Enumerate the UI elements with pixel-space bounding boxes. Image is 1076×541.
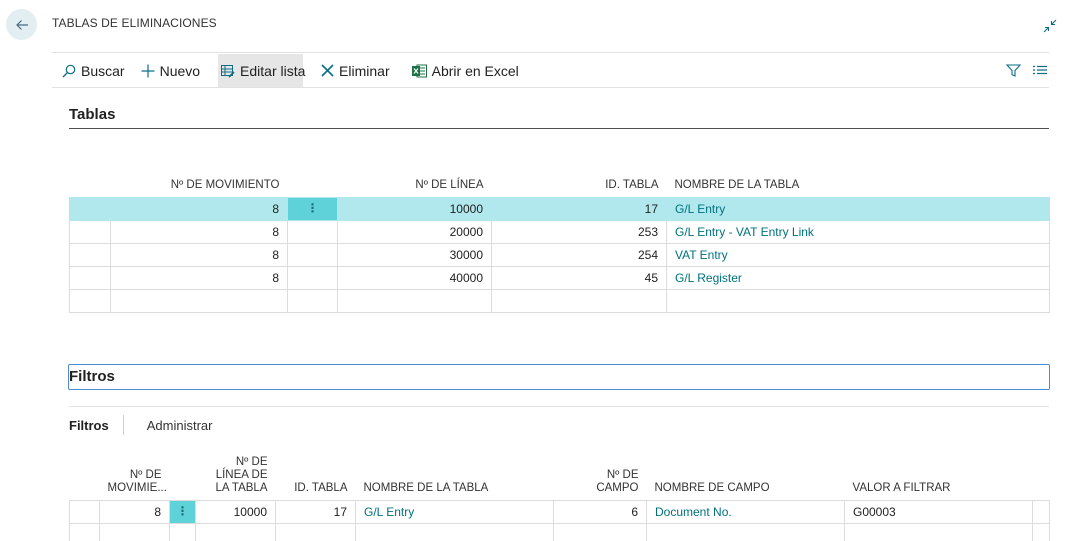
table-row[interactable]: 8 ⋮ 10000 17 G/L Entry 6 Document No. G0…	[69, 499, 1050, 524]
row-menu-button[interactable]	[287, 265, 338, 290]
cell-valor-filtrar[interactable]: G00003	[844, 499, 1033, 524]
cell-num-movimiento[interactable]: 8	[110, 265, 288, 290]
filtros-section-divider	[69, 406, 1049, 407]
cell-num-movimiento[interactable]: 8	[110, 242, 288, 267]
search-icon	[62, 64, 76, 78]
filtros-grid: Nº DE MOVIMIE... Nº DE LÍNEA DE LA TABLA…	[69, 443, 1050, 541]
edit-list-button[interactable]: Editar lista	[218, 54, 306, 87]
tablas-grid: Nº DE MOVIMIENTO Nº DE LÍNEA ID. TABLA N…	[69, 160, 1050, 313]
row-selector[interactable]	[69, 196, 111, 221]
tab-separator	[122, 415, 124, 435]
cell-nombre-campo[interactable]: Document No.	[646, 499, 845, 524]
filtros-section-title[interactable]: Filtros	[69, 368, 115, 385]
cell-nombre-tabla[interactable]: G/L Entry	[666, 196, 1050, 221]
table-row-empty[interactable]	[69, 288, 1050, 313]
more-options-icon: ⋮	[170, 501, 195, 522]
tablas-section-divider	[69, 128, 1049, 129]
arrow-left-icon	[15, 19, 28, 30]
cell-nombre-tabla[interactable]: G/L Register	[666, 265, 1050, 290]
filter-icon[interactable]	[1004, 63, 1023, 78]
row-menu-button[interactable]	[287, 242, 338, 267]
tab-administrar[interactable]: Administrar	[146, 417, 213, 433]
tablas-section-title[interactable]: Tablas	[69, 106, 116, 123]
cell-id-tabla[interactable]: 253	[491, 219, 667, 244]
new-button[interactable]: Nuevo	[131, 54, 206, 87]
row-selector[interactable]	[69, 265, 111, 290]
col-header-id-tabla[interactable]: ID. TABLA	[294, 481, 348, 494]
tab-filtros[interactable]: Filtros	[69, 417, 109, 433]
col-header-num-movimiento[interactable]: Nº DE MOVIMIENTO	[170, 178, 280, 191]
new-button-label: Nuevo	[159, 62, 201, 79]
search-button-label: Buscar	[81, 62, 125, 79]
col-header-num-campo[interactable]: Nº DE CAMPO	[596, 468, 639, 494]
row-selector[interactable]	[69, 219, 111, 244]
cell-nombre-tabla[interactable]: VAT Entry	[666, 242, 1050, 267]
row-menu-button[interactable]: ⋮	[287, 196, 338, 221]
table-row-empty[interactable]	[69, 522, 1050, 541]
action-bar-divider	[52, 87, 1049, 88]
cell-num-linea[interactable]: 30000	[337, 242, 492, 267]
row-selector[interactable]	[69, 499, 100, 524]
row-selector[interactable]	[69, 242, 111, 267]
col-header-nombre-tabla[interactable]: NOMBRE DE LA TABLA	[363, 481, 489, 494]
plus-icon	[141, 64, 155, 78]
more-options-icon: ⋮	[288, 198, 337, 219]
col-header-num-linea[interactable]: Nº DE LÍNEA	[415, 178, 484, 191]
cell-id-tabla[interactable]: 254	[491, 242, 667, 267]
cell-num-campo[interactable]: 6	[553, 499, 647, 524]
filtros-subbar: Filtros Administrar	[69, 414, 212, 436]
title-divider	[52, 52, 1049, 53]
col-header-num-movimiento[interactable]: Nº DE MOVIMIE...	[107, 468, 167, 494]
list-view-icon[interactable]	[1031, 65, 1049, 77]
cell-num-linea[interactable]: 40000	[337, 265, 492, 290]
col-header-valor-filtrar[interactable]: VALOR A FILTRAR	[852, 481, 951, 494]
excel-icon	[411, 64, 427, 78]
back-button[interactable]	[6, 9, 37, 40]
delete-button-label: Eliminar	[339, 62, 390, 79]
cell-num-linea[interactable]: 10000	[337, 196, 492, 221]
search-button[interactable]: Buscar	[52, 54, 131, 87]
cell-id-tabla[interactable]: 45	[491, 265, 667, 290]
col-header-nombre-tabla[interactable]: NOMBRE DE LA TABLA	[674, 178, 800, 191]
col-header-nombre-campo[interactable]: NOMBRE DE CAMPO	[654, 481, 770, 494]
action-bar: Buscar Nuevo Editar lista Eliminar Abrir…	[52, 54, 1049, 87]
cell-num-movimiento[interactable]: 8	[99, 499, 170, 524]
cell-id-tabla[interactable]: 17	[275, 499, 356, 524]
cell-id-tabla[interactable]: 17	[491, 196, 667, 221]
open-in-excel-button[interactable]: Abrir en Excel	[406, 54, 525, 87]
table-row[interactable]: 8 40000 45 G/L Register	[69, 265, 1050, 290]
filtros-section-focus[interactable]	[68, 364, 1050, 390]
col-header-id-tabla[interactable]: ID. TABLA	[605, 178, 659, 191]
page-title: TABLAS DE ELIMINACIONES	[52, 16, 217, 30]
action-bar-right	[1004, 63, 1049, 78]
table-row[interactable]: 8 ⋮ 10000 17 G/L Entry	[69, 196, 1050, 221]
open-in-excel-button-label: Abrir en Excel	[431, 62, 519, 79]
cell-nombre-tabla[interactable]: G/L Entry	[355, 499, 554, 524]
col-header-num-linea-tabla[interactable]: Nº DE LÍNEA DE LA TABLA	[215, 455, 268, 494]
table-row[interactable]: 8 20000 253 G/L Entry - VAT Entry Link	[69, 219, 1050, 244]
cell-num-movimiento[interactable]: 8	[110, 196, 288, 221]
table-row[interactable]: 8 30000 254 VAT Entry	[69, 242, 1050, 267]
delete-x-icon	[321, 64, 334, 77]
cell-num-linea[interactable]: 20000	[337, 219, 492, 244]
edit-list-icon	[221, 64, 235, 78]
edit-list-button-label: Editar lista	[240, 62, 306, 79]
cell-num-linea-tabla[interactable]: 10000	[195, 499, 276, 524]
cell-num-movimiento[interactable]: 8	[110, 219, 288, 244]
collapse-icon[interactable]	[1042, 18, 1058, 34]
row-menu-button[interactable]: ⋮	[169, 499, 196, 524]
delete-button[interactable]: Eliminar	[321, 54, 396, 87]
row-menu-button[interactable]	[287, 219, 338, 244]
cell-nombre-tabla[interactable]: G/L Entry - VAT Entry Link	[666, 219, 1050, 244]
